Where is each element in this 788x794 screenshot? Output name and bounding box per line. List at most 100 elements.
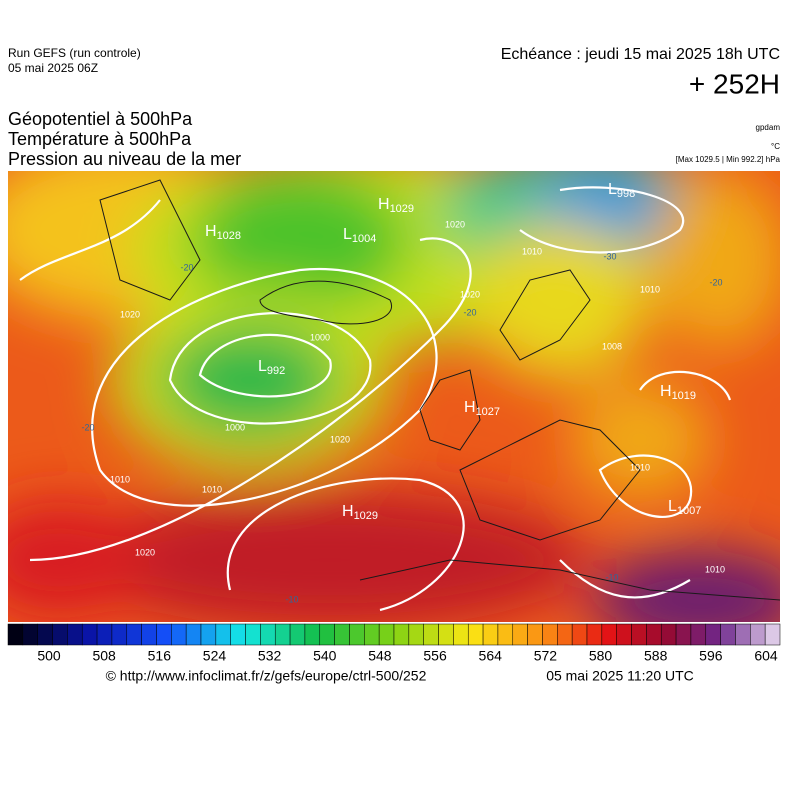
colorbar-swatch [705, 623, 721, 646]
colorbar-tick-label: 532 [258, 648, 282, 664]
unit: [Max 1029.5 | Min 992.2] hPa [676, 155, 781, 164]
isotherm-label: -20 [180, 262, 193, 272]
colorbar-swatch [200, 623, 217, 646]
isotherm-label: -20 [81, 422, 94, 432]
colorbar-swatch [319, 623, 335, 646]
colorbar-swatch [7, 623, 24, 646]
run-date: 05 mai 2025 06Z [8, 61, 98, 75]
pressure-center: L992 [258, 358, 285, 377]
colorbar-swatch [274, 623, 291, 646]
center-type: H [342, 503, 354, 520]
isobar-label: 1010 [522, 246, 542, 256]
colorbar-swatch [527, 623, 543, 646]
colorbar-swatch [185, 623, 202, 646]
colorbar-tick-label: 588 [644, 648, 668, 664]
colorbar-tick-label: 572 [534, 648, 558, 664]
isobars [19, 186, 732, 612]
colorbar-swatch [467, 623, 484, 646]
center-value: 1029 [354, 510, 378, 522]
colorbar-swatch [378, 623, 395, 646]
pressure-center: H1019 [660, 383, 696, 402]
colorbar-swatch [156, 623, 172, 646]
colorbar-swatch [750, 623, 766, 646]
isobar-label: 1010 [630, 462, 650, 472]
colorbar-tick-label: 524 [203, 648, 227, 664]
center-value: 992 [267, 365, 285, 377]
colorbar-swatch [364, 623, 380, 646]
isobar-label: 1000 [310, 332, 330, 342]
coastlines [99, 179, 780, 601]
colorbar-swatch [260, 623, 276, 646]
isotherm-label: -20 [709, 277, 722, 287]
isotherm-label: -10 [285, 594, 298, 604]
center-value: 1007 [677, 505, 701, 517]
colorbar-tick-label: 580 [589, 648, 613, 664]
isotherm-label: -10 [605, 572, 618, 582]
colorbar-swatch [571, 623, 588, 646]
center-type: H [205, 223, 217, 240]
center-type: H [378, 196, 390, 213]
colorbar-swatch [646, 623, 662, 646]
colorbar-tick-label: 540 [313, 648, 337, 664]
colorbar-swatch [557, 623, 573, 646]
colorbar-swatch [735, 623, 751, 646]
colorbar-tick-label: 548 [368, 648, 392, 664]
title: Température à 500hPa [8, 129, 192, 149]
colorbar-swatch [497, 623, 514, 646]
colorbar-swatch [289, 623, 306, 646]
pressure-center: H1029 [342, 503, 378, 522]
colorbar-swatch [215, 623, 231, 646]
colorbar-swatch [720, 623, 736, 646]
isobar-label: 1020 [445, 219, 465, 229]
center-value: 1027 [476, 406, 500, 418]
center-value: 1029 [390, 203, 414, 215]
colorbar-tick-label: 596 [699, 648, 723, 664]
colorbar-swatch [67, 623, 83, 646]
isobar-label: 1010 [705, 564, 725, 574]
colorbar-swatch [52, 623, 68, 646]
lead-time: + 252H [689, 68, 780, 99]
colorbar-swatch [690, 623, 707, 646]
isobar-label: 1008 [602, 341, 622, 351]
pressure-center: L998 [608, 181, 635, 200]
colorbar-tick-label: 564 [479, 648, 503, 664]
pressure-center: H1027 [464, 399, 500, 418]
colorbar-swatch [675, 623, 692, 646]
colorbar-swatch [764, 623, 781, 646]
run-label: Run GEFS (run controle) [8, 46, 141, 60]
center-type: L [668, 498, 677, 515]
colorbar-swatch [408, 623, 424, 646]
colorbar-swatch [230, 623, 246, 646]
colorbar-tick-label: 516 [148, 648, 172, 664]
colorbar-swatch [22, 623, 38, 646]
isobar-label: 1020 [135, 547, 155, 557]
isobar-label: 1020 [330, 434, 350, 444]
unit: gpdam [756, 123, 781, 132]
isobar-label: 1010 [110, 474, 130, 484]
colorbar-tick-label: 556 [423, 648, 447, 664]
colorbar-swatch [586, 623, 603, 646]
colorbar-swatch [482, 623, 499, 646]
footer-url: © http://www.infoclimat.fr/z/gefs/europe… [106, 668, 427, 684]
colorbar-swatch [141, 623, 157, 646]
title: Géopotentiel à 500hPa [8, 109, 193, 129]
isotherm-label: -30 [603, 251, 616, 261]
isobar-label: 1020 [460, 289, 480, 299]
colorbar-swatch [438, 623, 454, 646]
pressure-center: L1007 [668, 498, 701, 517]
pressure-center: H1029 [378, 196, 414, 215]
center-value: 1004 [352, 233, 376, 245]
colorbar-swatch [37, 623, 53, 646]
colorbar-swatch [96, 623, 113, 646]
colorbar-swatch [171, 623, 187, 646]
colorbar-swatch [542, 623, 558, 646]
center-type: L [608, 181, 617, 198]
center-type: L [343, 226, 352, 243]
unit: °C [771, 142, 780, 151]
center-type: L [258, 358, 267, 375]
colorbar-swatch [660, 623, 677, 646]
colorbar-swatch [453, 623, 469, 646]
center-value: 1019 [672, 390, 696, 402]
colorbar-swatch [126, 623, 142, 646]
